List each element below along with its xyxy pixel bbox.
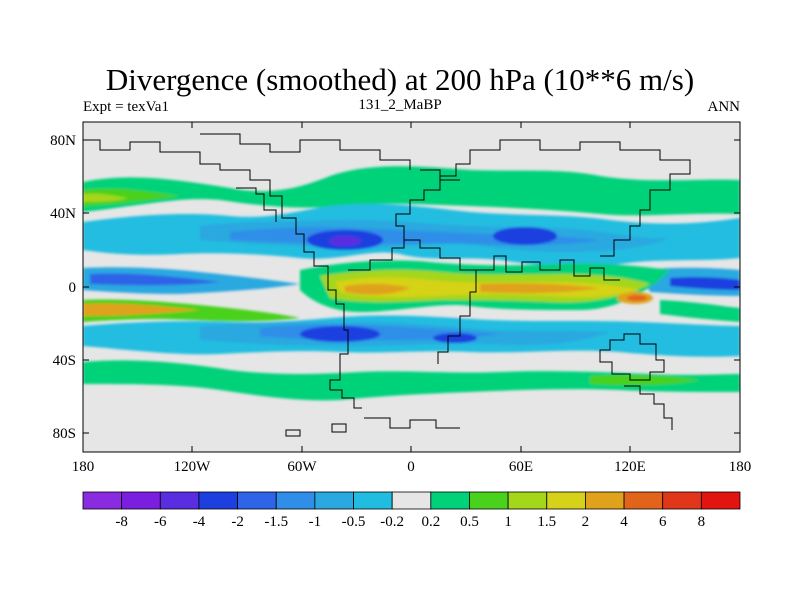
coast-americas-west: [83, 139, 349, 390]
legend-label: 0.2: [421, 514, 440, 530]
legend-swatch: [159, 491, 200, 510]
divergence-field: [83, 166, 740, 401]
legend-swatch: [430, 491, 470, 510]
legend-swatch: [237, 491, 277, 510]
legend-swatch: [275, 491, 316, 510]
coast-australia: [599, 333, 665, 381]
lat-label-40s: 40S: [53, 353, 76, 369]
coast-north-america-east: [236, 187, 277, 222]
band-south-pacific-orange: [83, 303, 200, 316]
legend-label: 1.5: [537, 514, 556, 530]
lat-tick-marks: [83, 139, 740, 434]
band-eq-west-pacific-deep: [670, 277, 740, 290]
legend-label: -4: [193, 514, 206, 530]
legend-label: 6: [659, 514, 667, 530]
lon-label-0: 0: [407, 459, 415, 475]
core-tropics-africa: [345, 283, 410, 295]
legend-label: 4: [620, 514, 628, 530]
coast-arctic-north-america: [200, 133, 411, 170]
legend-label: -0.2: [380, 514, 404, 530]
core-south-atlantic: [300, 326, 380, 342]
core-tropics-indian: [480, 283, 600, 294]
coast-eurasia: [395, 139, 691, 257]
lon-tick-marks: [191, 122, 631, 452]
band-north-yellowgreen: [83, 193, 128, 202]
map-title: Divergence (smoothed) at 200 hPa (10**6 …: [105, 62, 695, 97]
legend-swatch: [314, 491, 354, 510]
lon-label-180w: 180: [72, 459, 95, 475]
legend-label: 0.5: [460, 514, 479, 530]
legend-swatch: [121, 491, 161, 510]
legend-label: -6: [154, 514, 167, 530]
legend-label: -1.5: [264, 514, 288, 530]
lat-label-80s: 80S: [53, 426, 76, 442]
legend-labels: -8 -6 -4 -2 -1.5 -1 -0.5 -0.2 0.2 0.5 1 1.5 2 4 6 8: [115, 514, 705, 530]
lon-label-60e: 60E: [509, 459, 533, 475]
coastlines: [83, 133, 691, 437]
legend-swatch: [198, 491, 238, 510]
legend-swatch: [662, 491, 702, 510]
core-tropics-maritime-peak: [627, 295, 647, 301]
case-label: 131_2_MaBP: [358, 97, 442, 113]
legend-swatch: [391, 491, 432, 510]
legend-label: 2: [582, 514, 590, 530]
legend-swatch: [623, 491, 664, 510]
coast-africa: [348, 239, 477, 364]
lat-label-0: 0: [69, 280, 77, 296]
band-north-green: [83, 166, 740, 216]
legend-swatch: [82, 491, 123, 510]
lon-label-120w: 120W: [174, 459, 212, 475]
band-north-lightgreen: [83, 188, 180, 206]
legend-label: 1: [504, 514, 512, 530]
band-south-east-pacific-green: [660, 300, 740, 322]
band-eq-pacific-deep: [90, 273, 220, 286]
legend-swatch: [546, 491, 586, 510]
experiment-label: Expt = texVa1: [83, 99, 169, 115]
season-label: ANN: [707, 99, 741, 115]
lon-label-60w: 60W: [287, 459, 317, 475]
legend-swatch: [585, 491, 625, 510]
band-south-green: [83, 360, 740, 401]
lon-label-120e: 120E: [614, 459, 646, 475]
legend-colorbar: [82, 491, 741, 510]
legend-label: -2: [231, 514, 244, 530]
legend-swatch: [700, 491, 741, 510]
legend-label: -1: [309, 514, 322, 530]
legend-swatch: [469, 491, 509, 510]
coast-antarctica-west: [285, 417, 460, 437]
legend-label: -8: [115, 514, 128, 530]
legend-label: -0.5: [342, 514, 366, 530]
coast-europe-north: [420, 169, 460, 181]
core-north-atlantic-peak: [329, 236, 361, 246]
coast-south-america-tip: [330, 389, 362, 409]
lat-label-80n: 80N: [50, 133, 76, 149]
core-north-asia: [493, 227, 557, 245]
core-south-indian: [433, 333, 477, 343]
legend-label: 8: [698, 514, 706, 530]
legend-swatch: [353, 491, 393, 510]
lat-label-40n: 40N: [50, 206, 76, 222]
lon-label-180e: 180: [729, 459, 752, 475]
legend-swatch: [507, 491, 548, 510]
coast-antarctica-east: [624, 385, 673, 430]
coast-south-asia: [476, 255, 620, 281]
